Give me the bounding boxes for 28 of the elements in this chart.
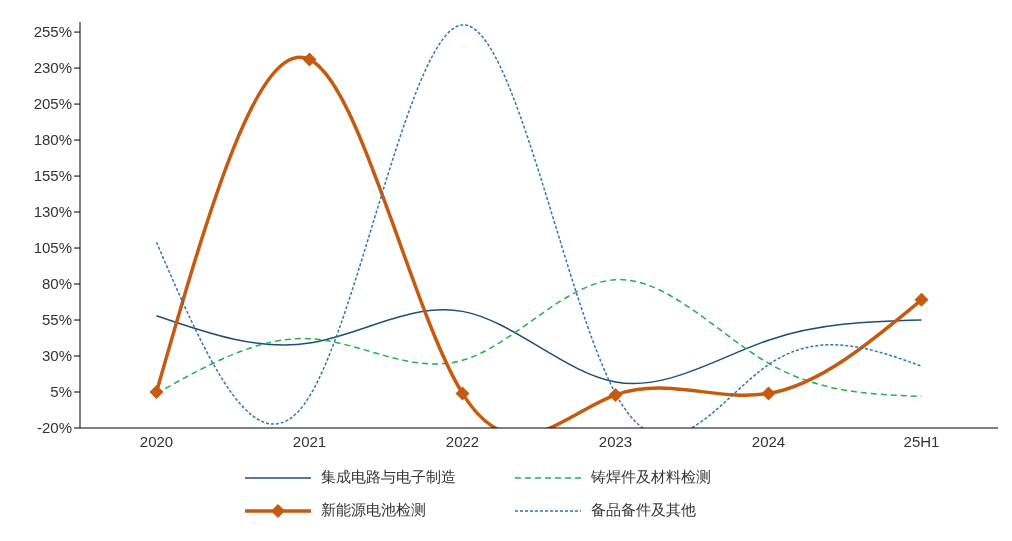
y-tick-label: -20%	[36, 419, 72, 437]
legend-label: 铸焊件及材料检测	[591, 468, 711, 487]
point	[761, 386, 776, 401]
x-tick-label: 2020	[139, 432, 174, 450]
y-tick-label: 255%	[33, 23, 72, 41]
x-tick-label: 2023	[598, 432, 633, 450]
x-tick-label: 2024	[751, 432, 786, 450]
y-tick-label: 130%	[33, 203, 72, 221]
y-tick-label: 30%	[41, 347, 72, 365]
point	[302, 52, 317, 67]
legend-label: 集成电路与电子制造	[321, 468, 456, 487]
point	[608, 387, 623, 402]
x-tick-label: 2021	[292, 432, 327, 450]
y-tick-label: 155%	[33, 167, 72, 185]
x-tick-label: 25H1	[903, 432, 940, 450]
y-tick-label: 205%	[33, 95, 72, 113]
point	[914, 292, 929, 307]
y-tick-label: 105%	[33, 239, 72, 257]
x-tick-label: 2022	[445, 432, 480, 450]
point	[149, 385, 164, 400]
y-tick-label: 5%	[50, 383, 72, 401]
y-tick-label: 80%	[41, 275, 72, 293]
legend-label: 新能源电池检测	[321, 501, 426, 520]
legend-label: 备品备件及其他	[591, 501, 696, 520]
y-tick-label: 230%	[33, 59, 72, 77]
y-tick-label: 180%	[33, 131, 72, 149]
y-tick-label: 55%	[41, 311, 72, 329]
point	[455, 386, 470, 401]
